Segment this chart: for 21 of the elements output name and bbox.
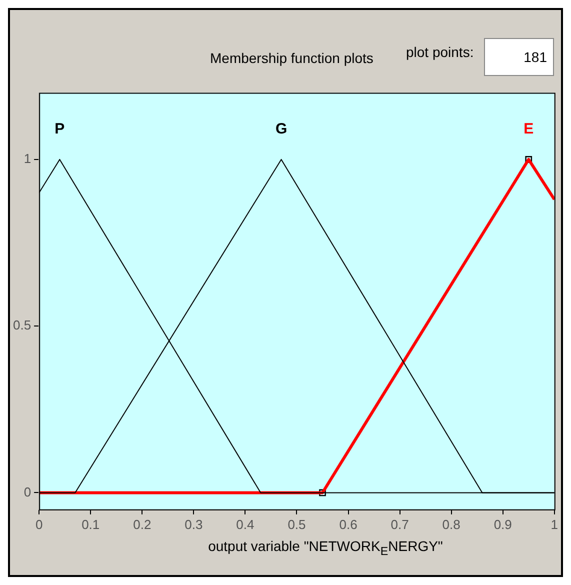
x-tick-label: 0.8 (442, 516, 460, 532)
x-tick-label: 1 (550, 516, 558, 532)
x-tick-label: 0.3 (184, 516, 203, 532)
series-label: G (275, 120, 288, 138)
series-label: E (524, 120, 534, 138)
y-tick-label: 0.5 (12, 318, 32, 333)
x-tick-label: 0.2 (133, 516, 152, 532)
x-tick-label: 0.4 (236, 516, 254, 532)
chart-title: Membership function plots (210, 50, 374, 66)
text-field: 181 (484, 38, 554, 76)
x-tick-label: 0.1 (82, 516, 100, 532)
x-tick-label: 0.7 (390, 516, 409, 532)
text: plot points: (406, 44, 474, 60)
x-tick-label: 0.6 (339, 516, 358, 532)
y-tick-label: 0 (24, 484, 32, 500)
x-tick-label: 0.9 (494, 516, 512, 532)
series-label: P (54, 120, 65, 138)
x-tick-label: 0.5 (288, 516, 306, 532)
x-axis-title: output variable "NETWORK$_{E}$NERGY" (207, 538, 444, 558)
x-tick-label: 0 (35, 516, 43, 532)
y-tick-label: 1 (24, 151, 32, 166)
